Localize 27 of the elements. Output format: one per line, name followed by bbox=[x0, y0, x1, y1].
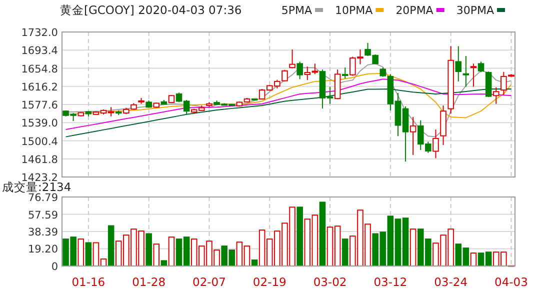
legend-label: 10PMA bbox=[335, 4, 374, 17]
legend-label: 30PMA bbox=[456, 4, 494, 17]
chart-title: 成交量:2134 bbox=[2, 180, 72, 194]
y-tick-label: 1616.2 bbox=[21, 81, 58, 94]
y-tick-label: 1732.0 bbox=[21, 27, 58, 39]
x-tick-label: 02-19 bbox=[252, 275, 286, 289]
y-tick-label: 57.59 bbox=[28, 209, 58, 222]
y-tick-label: 1500.4 bbox=[21, 136, 58, 148]
y-tick-label: 38.39 bbox=[28, 226, 58, 239]
x-tick-label: 03-12 bbox=[374, 275, 408, 289]
x-tick-label: 03-24 bbox=[434, 275, 468, 289]
x-tick-label: 04-03 bbox=[494, 275, 528, 289]
y-tick-label: 19.20 bbox=[28, 244, 58, 256]
x-tick-label: 03-02 bbox=[313, 275, 347, 289]
y-tick-label: 1654.8 bbox=[21, 63, 58, 76]
x-tick-label: 01-28 bbox=[132, 275, 166, 289]
legend-label: 20PMA bbox=[396, 4, 434, 17]
y-tick-label: 76.79 bbox=[28, 192, 58, 204]
x-tick-label: 02-07 bbox=[192, 275, 226, 289]
y-tick-label: 1539.0 bbox=[21, 118, 58, 130]
chart-title: 黄金[GCOOY] 2020-04-03 07:36 bbox=[60, 3, 242, 17]
legend-label: 5PMA bbox=[281, 4, 312, 17]
y-tick-label: 1461.8 bbox=[21, 154, 58, 166]
y-tick-label: 0 bbox=[51, 261, 58, 273]
y-tick-label: 1693.4 bbox=[21, 45, 58, 58]
x-tick-label: 01-16 bbox=[72, 275, 106, 289]
y-tick-label: 1577.6 bbox=[21, 100, 58, 112]
